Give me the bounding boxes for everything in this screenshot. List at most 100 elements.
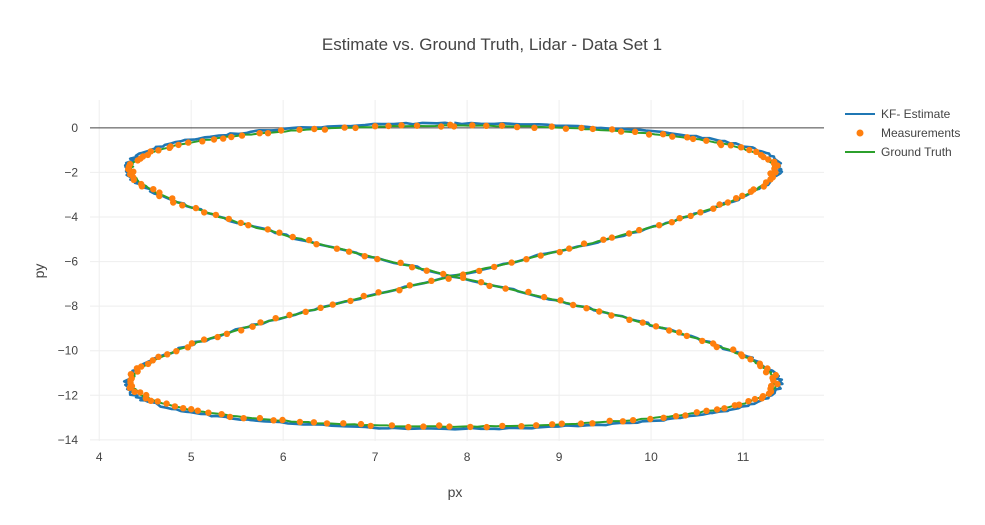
legend-item-kf-estimate[interactable]: KF- Estimate [845,107,951,121]
measurement-point [684,134,691,141]
measurement-point [218,411,225,418]
measurement-point [171,403,179,410]
measurement-point [408,264,416,271]
grid-lines [90,100,824,441]
measurement-point [340,420,347,427]
measurement-point [286,311,293,319]
measurement-point [619,418,627,425]
legend-item-ground-truth[interactable]: Ground Truth [845,145,952,159]
measurement-point [201,209,208,216]
x-tick-label: 11 [737,450,750,464]
plot-area [122,121,784,431]
measurement-point [626,316,633,323]
x-tick-label: 9 [556,450,563,464]
measurement-point [716,201,723,208]
legend-label-ground-truth: Ground Truth [881,145,952,159]
measurement-point [289,233,296,241]
measurement-point [756,360,763,367]
y-tick-label: −2 [64,165,78,179]
measurement-point [240,415,247,422]
measurement-point [660,414,667,421]
measurement-point [703,137,710,144]
measurement-point [631,128,639,135]
measurement-point [772,169,779,176]
measurement-point [558,420,565,427]
measurement-point [130,168,137,175]
legend-label-kf-estimate: KF- Estimate [881,107,951,121]
measurement-point [491,263,498,271]
measurement-point [367,422,374,430]
measurement-point [305,236,313,244]
measurement-point [737,144,745,151]
measurement-point [739,192,746,199]
measurement-point [420,423,427,430]
measurement-point [569,301,577,309]
measurement-point [144,360,152,368]
measurement-point [608,312,615,319]
measurement-point [413,122,421,129]
measurement-point [697,209,704,216]
measurement-point [323,420,331,427]
x-axis-title: px [448,484,463,500]
y-tick-label: −10 [58,344,79,358]
y-tick-label: −4 [64,210,78,224]
measurement-point [149,357,156,364]
legend[interactable]: KF- Estimate Measurements Ground Truth [845,107,960,159]
legend-item-measurements[interactable]: Measurements [856,126,961,140]
measurement-point [668,219,675,226]
measurement-point [710,205,717,212]
x-tick-label: 5 [188,450,195,464]
measurement-point [523,256,530,263]
x-tick-label: 8 [464,450,471,464]
measurement-point [256,130,263,137]
measurement-point [502,285,509,292]
measurement-point [296,126,303,133]
measurement-point [566,245,573,252]
measurement-point [163,400,170,407]
measurement-point [765,156,772,163]
measurement-point [600,236,607,243]
measurement-point [428,277,435,284]
measurement-point [329,301,336,308]
measurement-point [347,297,354,305]
measurement-point [423,267,430,274]
measurement-point [180,405,187,412]
measurement-point [483,423,490,431]
measurement-point [226,413,234,421]
measurement-point [210,136,218,143]
measurement-point [467,423,474,431]
measurement-point [264,226,271,233]
measurement-point [321,126,329,133]
measurement-point [703,407,710,414]
measurement-point [713,406,721,413]
measurement-point [200,336,208,343]
measurement-point [313,241,320,248]
measurement-point [225,215,232,223]
measurement-point [577,420,585,427]
measurement-point [682,412,689,419]
measurement-point [385,122,392,130]
measurement-point [636,226,643,234]
measurement-point [277,127,285,134]
measurement-point [126,160,134,168]
measurement-point [693,409,700,416]
measurement-point [768,382,775,390]
x-tick-label: 4 [96,450,103,464]
measurement-point [724,199,732,206]
measurement-point [556,248,563,256]
measurement-point [147,148,154,155]
measurement-point [156,189,163,196]
measurement-point [608,234,616,241]
measurement-point [360,292,367,300]
measurement-point [155,353,162,360]
measurement-point [179,202,186,209]
measurement-point [184,344,191,351]
measurement-point [727,142,734,149]
measurement-point [518,423,525,430]
measurement-point [185,139,192,146]
measurement-point [137,389,144,396]
measurement-point [656,222,663,229]
measurement-point [498,122,506,129]
measurement-point [249,323,256,330]
